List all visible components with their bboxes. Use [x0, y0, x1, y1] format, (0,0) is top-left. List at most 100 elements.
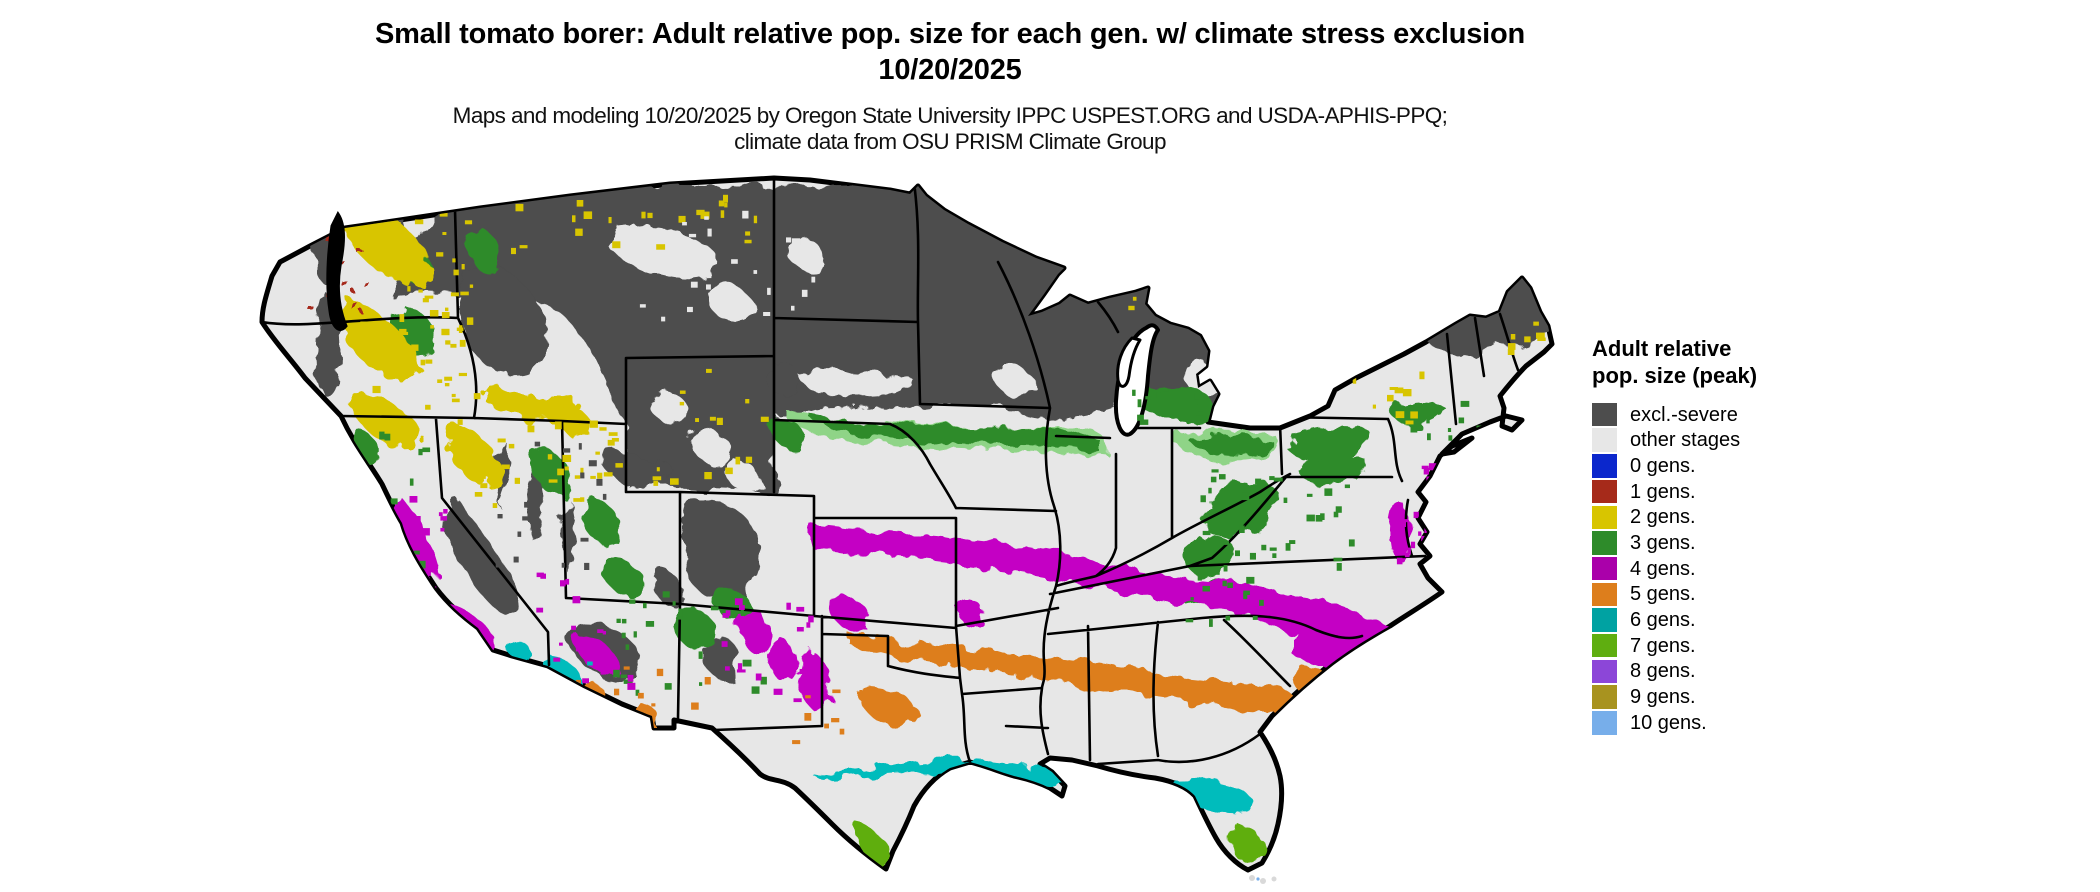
speckle: [745, 231, 751, 236]
speckle: [513, 556, 519, 563]
speckle: [588, 460, 597, 467]
speckle: [559, 642, 563, 646]
speckle: [392, 222, 401, 230]
speckle: [633, 631, 637, 638]
speckle: [1202, 530, 1211, 536]
raster-speckles: [346, 194, 1546, 745]
speckle: [1387, 394, 1394, 402]
speckle: [402, 331, 409, 335]
speckle: [464, 220, 473, 225]
speckle: [425, 404, 431, 410]
speckle: [440, 516, 448, 521]
speckle: [737, 663, 743, 671]
speckle: [782, 645, 788, 653]
speckle: [653, 480, 659, 486]
florida-keys: [1249, 875, 1277, 884]
speckle: [613, 669, 620, 678]
speckle: [1269, 476, 1275, 481]
speckle: [575, 228, 583, 236]
speckle: [773, 688, 783, 695]
speckle: [644, 707, 652, 711]
speckle: [600, 667, 605, 675]
speckle: [621, 618, 627, 624]
speckle: [696, 209, 705, 216]
legend-label: 6 gens.: [1630, 609, 1696, 631]
speckle: [621, 632, 626, 639]
speckle: [1306, 493, 1313, 497]
speckle: [497, 438, 506, 443]
speckle: [595, 451, 600, 455]
speckle: [377, 490, 381, 494]
speckle: [414, 262, 423, 266]
speckle: [396, 238, 401, 242]
speckle: [352, 583, 361, 591]
speckle: [670, 478, 679, 485]
speckle: [1128, 305, 1135, 311]
speckle: [734, 598, 743, 606]
speckle: [420, 597, 426, 602]
speckle: [440, 527, 445, 532]
speckle: [706, 272, 712, 279]
legend-swatch-g7: [1592, 633, 1617, 658]
legend-label: 5 gens.: [1630, 583, 1696, 606]
speckle: [583, 211, 593, 219]
legend-item-g3: 3 gens.: [1592, 530, 1822, 556]
speckle: [438, 512, 443, 517]
speckle: [791, 238, 801, 245]
speckle: [384, 433, 391, 441]
speckle: [413, 550, 420, 555]
speckle: [1208, 487, 1212, 494]
speckle: [695, 418, 699, 422]
legend-item-g7: 7 gens.: [1592, 633, 1822, 659]
speckle: [1389, 387, 1398, 390]
legend-label: 1 gens.: [1630, 480, 1696, 503]
speckle: [571, 625, 576, 630]
legend: Adult relative pop. size (peak) excl.-se…: [1592, 336, 1822, 736]
speckle: [751, 686, 760, 694]
speckle: [534, 441, 541, 447]
speckle: [1533, 321, 1539, 326]
speckle: [461, 463, 466, 469]
legend-label: 9 gens.: [1630, 686, 1696, 709]
speckle: [599, 427, 607, 431]
speckle: [483, 472, 488, 477]
speckle: [1418, 531, 1422, 536]
speckle: [1156, 291, 1161, 297]
speckle: [1344, 484, 1350, 489]
speckle: [753, 215, 758, 224]
speckle: [1259, 599, 1264, 606]
speckle: [400, 335, 404, 341]
speckle: [791, 305, 795, 311]
speckle: [367, 458, 373, 465]
speckle: [1426, 416, 1430, 424]
speckle: [718, 200, 725, 207]
speckle: [690, 281, 698, 288]
speckle: [1427, 433, 1431, 441]
legend-swatch-g3: [1592, 531, 1617, 555]
us-map-frame: [250, 166, 1560, 888]
speckle: [1405, 420, 1414, 425]
speckle: [767, 287, 771, 295]
speckle: [652, 476, 662, 481]
speckle: [1227, 582, 1233, 588]
speckle: [1222, 580, 1227, 587]
speckle: [1410, 411, 1418, 419]
speckle: [495, 560, 501, 568]
speckle: [580, 472, 585, 479]
speckle: [1219, 474, 1226, 480]
speckle: [580, 537, 589, 542]
speckle: [627, 674, 634, 682]
speckle: [602, 631, 606, 635]
speckle: [452, 258, 456, 263]
speckle: [679, 390, 686, 394]
speckle: [1162, 388, 1169, 392]
speckle: [1419, 371, 1425, 380]
speckle: [596, 478, 603, 486]
legend-label: 7 gens.: [1630, 634, 1696, 657]
speckle: [407, 286, 411, 292]
speckle: [363, 236, 372, 241]
speckle: [1510, 334, 1516, 340]
speckle: [742, 659, 752, 667]
speckle: [707, 228, 712, 237]
speckle: [405, 571, 410, 580]
